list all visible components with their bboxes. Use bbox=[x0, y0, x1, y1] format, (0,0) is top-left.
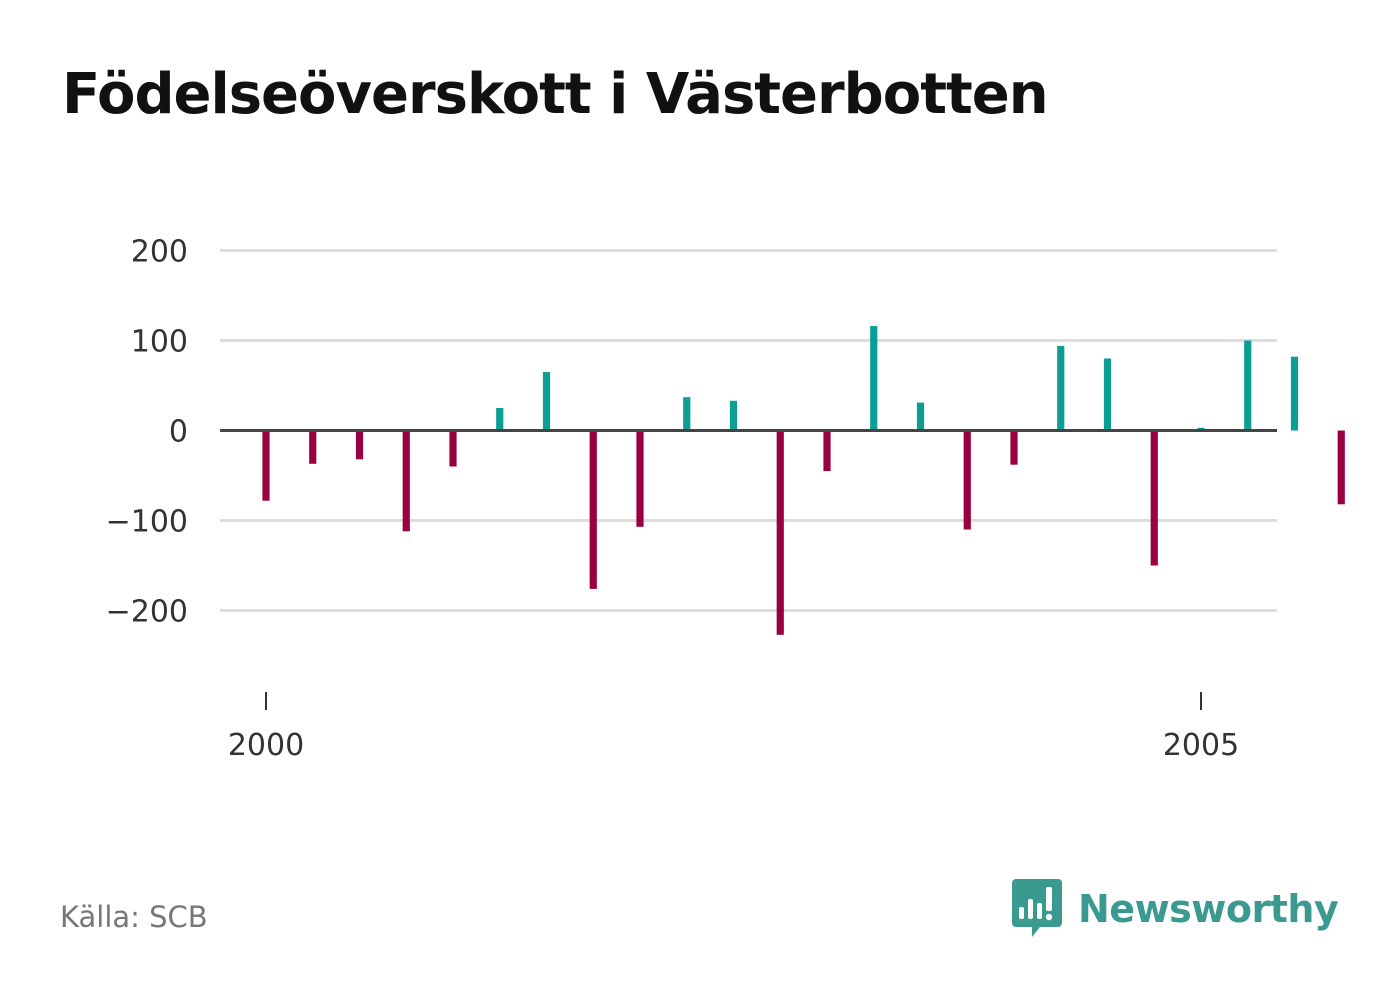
bar-negative bbox=[262, 430, 270, 501]
x-tick-label: 2000 bbox=[228, 728, 304, 763]
bar-negative bbox=[1337, 430, 1345, 505]
bars bbox=[262, 326, 1345, 635]
bar-positive bbox=[870, 326, 878, 431]
brand-name: Newsworthy bbox=[1078, 887, 1339, 931]
bar-negative bbox=[823, 430, 831, 471]
bar-positive bbox=[1057, 345, 1065, 431]
bar-positive bbox=[1103, 358, 1112, 431]
y-tick-label: 200 bbox=[131, 235, 188, 270]
bar-negative bbox=[355, 430, 364, 460]
bar-negative bbox=[402, 430, 410, 532]
x-tick-label: 2005 bbox=[1163, 728, 1239, 763]
y-tick-label: −100 bbox=[106, 505, 188, 540]
bar-negative bbox=[1150, 430, 1158, 566]
bar-positive bbox=[1244, 340, 1252, 431]
bar-negative bbox=[776, 430, 784, 635]
y-tick-label: 0 bbox=[169, 415, 188, 450]
y-tick-label: −200 bbox=[106, 595, 188, 630]
source-label: Källa: SCB bbox=[60, 900, 208, 934]
y-axis-ticks: 200 100 0 −100 −200 bbox=[106, 235, 188, 630]
bar-positive bbox=[1290, 356, 1299, 431]
x-axis-ticks: 200020052010201520202025 bbox=[228, 692, 1239, 763]
bar-positive bbox=[916, 402, 925, 431]
bar-negative bbox=[963, 430, 971, 530]
bar-negative bbox=[636, 430, 644, 527]
grid-lines bbox=[220, 249, 1277, 612]
bar-positive bbox=[542, 372, 551, 431]
bar-negative bbox=[589, 430, 597, 589]
bar-negative bbox=[309, 430, 317, 464]
bar-negative bbox=[1010, 430, 1018, 465]
bar-positive bbox=[496, 408, 504, 431]
bar-positive bbox=[683, 397, 691, 431]
brand-logo: Newsworthy bbox=[1012, 879, 1339, 939]
y-tick-label: 100 bbox=[131, 325, 188, 360]
newsworthy-logo-icon bbox=[1012, 879, 1062, 937]
bar-negative bbox=[449, 430, 457, 467]
chart-title: Födelseöverskott i Västerbotten bbox=[62, 62, 1049, 127]
bar-positive bbox=[729, 400, 738, 431]
